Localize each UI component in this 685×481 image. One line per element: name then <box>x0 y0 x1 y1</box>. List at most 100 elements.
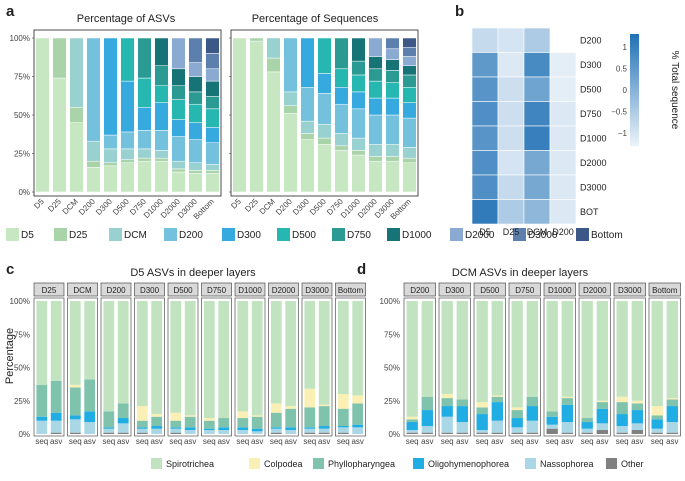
heat-col-label-d25: D25 <box>503 227 520 237</box>
d-xtick-asv: asv <box>421 437 433 446</box>
heat-cell-d1000-d5 <box>471 125 499 151</box>
c-bar-d1000-asv-nassophorea <box>251 431 263 434</box>
asv-bar-d3000-d5 <box>188 173 203 193</box>
heat-cell-bot-d200 <box>549 199 577 225</box>
d-bar-d300-asv-other <box>456 432 468 434</box>
d-bar-d750-asv-phyllopharyngea <box>526 396 538 407</box>
c-bar-d300-asv-spirotrichea <box>151 301 163 415</box>
seq-bar-d500-d5 <box>317 144 332 193</box>
d-bar-bottom-seq-phyllopharyngea <box>651 415 663 420</box>
asv-bar-d25-d5 <box>52 77 67 193</box>
seq-bar-bottom-d200 <box>402 117 417 148</box>
asv-bar-d500-dcm <box>120 148 135 160</box>
seq-bar-d750-dcm <box>334 133 349 147</box>
d-bar-d1000-asv-other <box>561 432 573 434</box>
d-bar-d1000-asv-colpodea <box>561 396 573 399</box>
c-bar-d25-seq-oligohymenophorea <box>36 416 48 421</box>
c-facet-label-d3000: D3000 <box>305 286 329 295</box>
legend-swatch-other <box>606 458 617 469</box>
seq-bar-bottom-d5 <box>402 162 417 193</box>
seq-bar-d750-d5 <box>334 150 349 193</box>
d-bar-d750-seq-nassophorea <box>511 427 523 433</box>
heat-cell-d500-d200 <box>549 76 577 102</box>
seq-bar-d3000-d1000 <box>385 59 400 71</box>
c-bar-d750-seq-nassophorea <box>203 430 215 434</box>
c-xtick-asv: asv <box>251 437 263 446</box>
c-bar-d1000-asv-spirotrichea <box>251 301 263 416</box>
c-bar-d300-seq-colpodea <box>136 406 148 421</box>
asv-bar-d750-d750 <box>137 37 152 79</box>
d-bar-d750-asv-oligohymenophorea <box>526 406 538 421</box>
c-xtick-asv: asv <box>83 437 95 446</box>
c-bar-d200-seq-phyllopharyngea <box>103 411 115 428</box>
d-xtick-asv: asv <box>561 437 573 446</box>
c-xtick-seq: seq <box>236 437 249 446</box>
legend-label-d200: D200 <box>179 230 203 241</box>
c-bar-d2000-seq-colpodea <box>270 403 282 413</box>
d-bar-d200-seq-oligohymenophorea <box>406 422 418 431</box>
c-bar-d3000-asv-colpodea <box>318 404 330 407</box>
legend-label-dcm: DCM <box>124 230 147 241</box>
colorbar-tick-label: 0.5 <box>616 64 628 73</box>
d-bar-d500-asv-spirotrichea <box>491 301 503 396</box>
d-xtick-seq: seq <box>476 437 489 446</box>
c-bar-d2000-asv-colpodea <box>285 406 297 409</box>
seq-bar-bottom-d25 <box>402 157 417 163</box>
asv-bar-d300-d5 <box>103 165 118 193</box>
d-facet-frame <box>578 297 611 437</box>
asv-bar-d750-d5 <box>137 160 152 193</box>
c-facet-label-d500: D500 <box>173 286 193 295</box>
seq-bar-d750-d750 <box>334 37 349 70</box>
asv-bar-d3000-d200 <box>188 139 203 163</box>
asv-bar-d1000-d5 <box>154 160 169 193</box>
c-xtick-seq: seq <box>169 437 182 446</box>
seq-bar-d500-d200 <box>317 93 332 125</box>
c-bar-bottom-asv-oligohymenophorea <box>352 424 364 428</box>
d-bar-d3000-seq-spirotrichea <box>616 301 628 397</box>
c-bar-d25-seq-nassophorea <box>36 420 48 434</box>
c-bar-d25-asv-nassophorea <box>50 420 62 433</box>
legend-swatch-bottom <box>576 228 589 241</box>
heat-row-label-d500: D500 <box>580 84 602 94</box>
d-bar-d2000-asv-spirotrichea <box>596 301 608 401</box>
c-bar-d200-asv-nassophorea <box>117 423 129 433</box>
heat-cell-d500-d5 <box>471 76 499 102</box>
c-bar-d300-seq-other <box>136 432 148 434</box>
d-facet-label-d500: D500 <box>480 286 500 295</box>
legend-label-bottom: Bottom <box>591 230 623 241</box>
asv-bar-bottom-d200 <box>205 142 220 165</box>
d-bar-d3000-asv-oligohymenophorea <box>631 410 643 424</box>
c-bar-d750-seq-colpodea <box>203 418 215 421</box>
asv-bar-d200-d200 <box>86 37 101 142</box>
d-bar-d2000-asv-oligohymenophorea <box>596 408 608 424</box>
c-bar-d3000-seq-other <box>304 432 316 434</box>
seq-bar-d500-d25 <box>317 137 332 145</box>
asv-bar-d2000-dcm <box>171 160 186 170</box>
c-bar-d3000-seq-phyllopharyngea <box>304 407 316 428</box>
heat-col-label-dcm: DCM <box>527 227 548 237</box>
d-bar-bottom-seq-nassophorea <box>651 428 663 433</box>
c-bar-d2000-asv-spirotrichea <box>285 301 297 407</box>
c-xtick-asv: asv <box>318 437 330 446</box>
d-facet-strip-bottom <box>648 282 681 297</box>
heat-row-label-d200: D200 <box>580 35 602 45</box>
seq-bar-d25-d5 <box>249 40 264 193</box>
d-facet-label-d2000: D2000 <box>583 286 607 295</box>
asv-bar-d2000-d5 <box>171 171 186 193</box>
asv-bar-d500-d5 <box>120 162 135 193</box>
legend-label-d2000: D2000 <box>465 230 495 241</box>
asv-bar-bottom-d3000 <box>205 53 220 70</box>
c-bar-d1000-asv-colpodea <box>251 415 263 417</box>
asv-bar-d300-d25 <box>103 162 118 167</box>
asv-bar-d3000-d25 <box>188 170 203 174</box>
c-bar-d1000-seq-spirotrichea <box>237 301 249 412</box>
d-facet-strip-d2000 <box>578 282 611 297</box>
d-ytick-label: 100% <box>380 297 400 306</box>
seq-bar-bottom-bottom <box>402 37 417 48</box>
asv-xtick-d300: D300 <box>94 197 114 217</box>
asv-ytick-label: 75% <box>14 73 30 82</box>
c-bar-d300-seq-phyllopharyngea <box>136 420 148 428</box>
c-ytick-label: 75% <box>14 330 30 339</box>
legend-swatch-d500 <box>277 228 290 241</box>
d-xtick-asv: asv <box>596 437 608 446</box>
